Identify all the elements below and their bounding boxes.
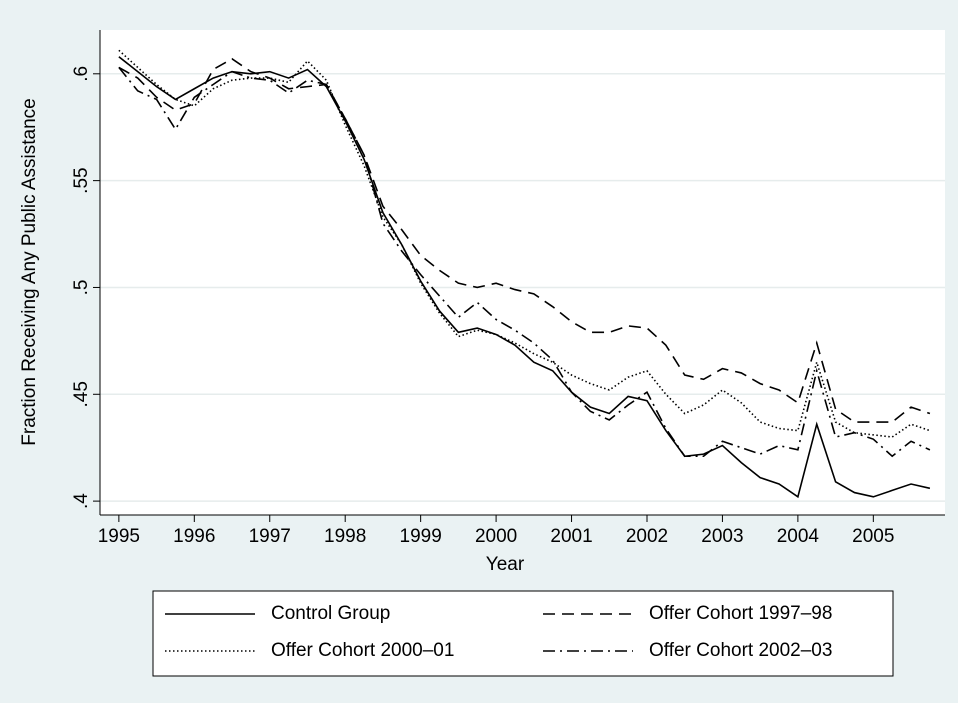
x-tick-label: 2003 [701, 526, 743, 547]
y-tick-label: .6 [71, 66, 92, 82]
plot-area [100, 30, 945, 515]
legend-label: Offer Cohort 1997–98 [649, 603, 832, 624]
series-line [118, 57, 931, 423]
x-tick-label: 2002 [626, 526, 668, 547]
x-axis-label: Year [486, 554, 525, 575]
y-axis-label: Fraction Receiving Any Public Assistance [19, 98, 40, 445]
x-tick-label: 2004 [777, 526, 820, 547]
x-tick-label: 1997 [249, 526, 291, 547]
x-tick-label: 2005 [852, 526, 894, 547]
x-tick-label: 1996 [173, 526, 215, 547]
y-tick-label: .4 [71, 493, 92, 509]
y-tick-label: .55 [71, 167, 92, 193]
y-tick-label: .5 [71, 280, 92, 296]
x-tick-label: 1999 [400, 526, 442, 547]
x-tick-label: 1995 [98, 526, 140, 547]
x-tick-label: 2001 [550, 526, 592, 547]
legend-label: Offer Cohort 2002–03 [649, 640, 832, 661]
legend-label: Offer Cohort 2000–01 [271, 640, 454, 661]
x-tick-label: 2000 [475, 526, 517, 547]
x-tick-label: 1998 [324, 526, 366, 547]
legend-box [152, 590, 894, 677]
legend-label: Control Group [271, 603, 390, 624]
series-line [118, 66, 931, 458]
y-tick-label: .45 [71, 381, 92, 407]
